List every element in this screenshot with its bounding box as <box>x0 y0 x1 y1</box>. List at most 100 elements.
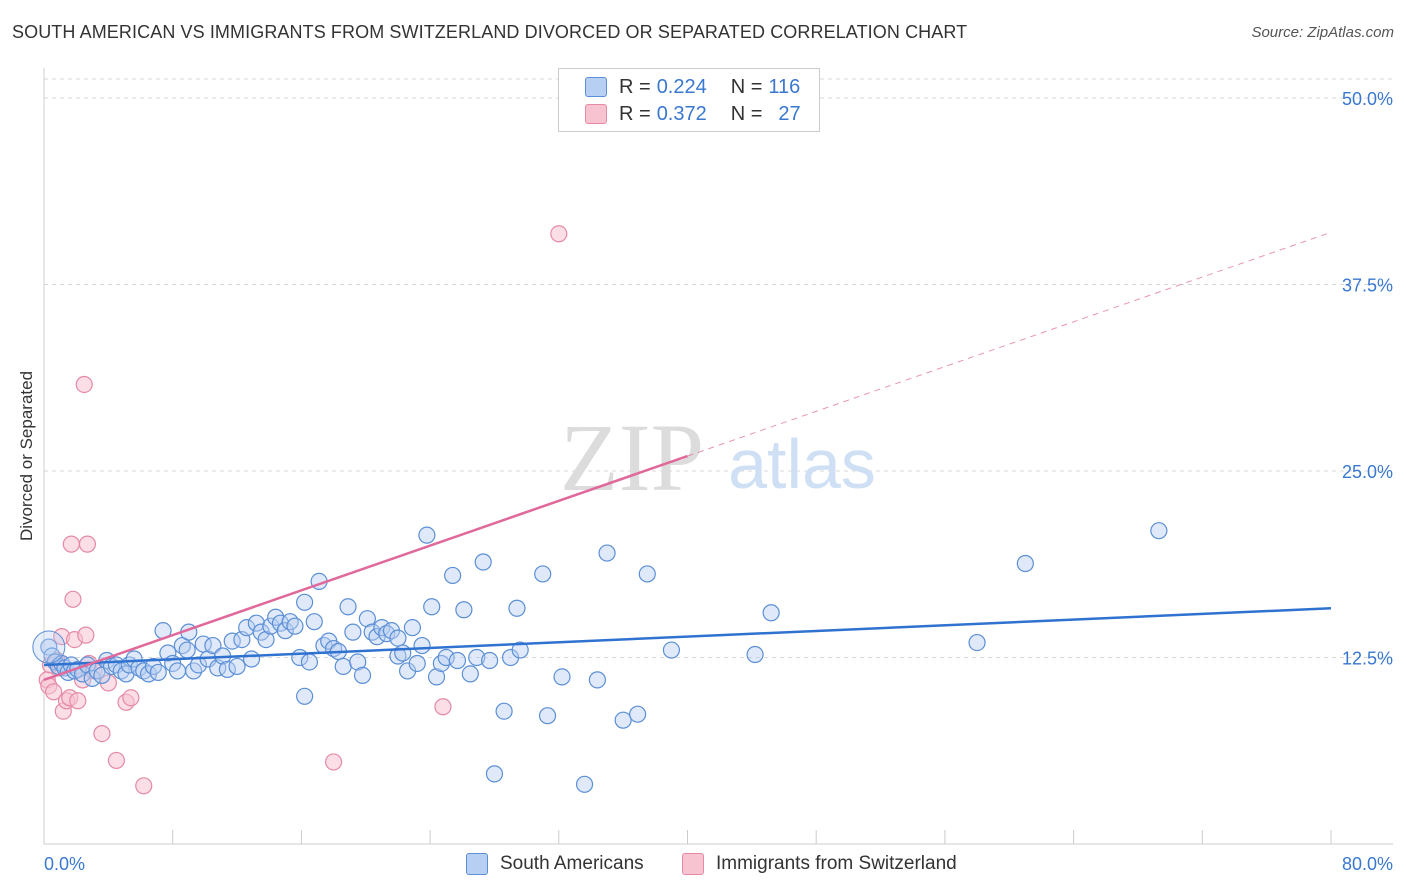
legend-swatch-blue <box>466 853 488 875</box>
data-point-south-american <box>389 647 407 665</box>
data-point-switzerland <box>324 753 343 771</box>
data-point-south-american <box>368 628 386 646</box>
data-point-south-american <box>353 666 372 685</box>
data-point-south-american <box>575 775 594 793</box>
data-point-south-american <box>125 650 143 668</box>
data-point-south-american <box>968 633 986 652</box>
series-switzerland-points <box>38 225 568 795</box>
legend-swatch-pink <box>682 853 704 875</box>
data-point-south-american <box>296 687 314 705</box>
gridlines <box>44 78 1393 658</box>
data-point-south-american <box>553 668 571 686</box>
trend-line-switzerland <box>43 454 688 682</box>
data-point-south-american <box>247 614 265 632</box>
legend-n-value: 27 <box>778 102 801 125</box>
data-point-south-american <box>511 641 529 659</box>
data-point-south-american <box>598 544 616 562</box>
data-point-switzerland <box>93 724 111 743</box>
data-point-south-american <box>534 565 552 583</box>
data-point-south-american <box>242 650 261 668</box>
data-point-switzerland <box>75 375 93 394</box>
data-point-switzerland <box>135 777 153 795</box>
data-point-south-american <box>418 526 436 544</box>
data-point-switzerland <box>64 590 82 608</box>
y-tick-label: 12.5% <box>1342 649 1393 669</box>
data-point-south-american <box>389 629 407 647</box>
legend-item-switzerland: Immigrants from Switzerland <box>682 852 957 876</box>
data-point-south-american <box>358 610 376 628</box>
x-tick-label: 0.0% <box>44 854 85 874</box>
data-point-south-american <box>32 630 66 664</box>
legend-r-value: 0.372 <box>656 102 707 125</box>
data-point-south-american <box>762 604 780 622</box>
data-point-south-american <box>149 663 167 682</box>
data-point-south-american <box>394 644 412 662</box>
data-point-south-american <box>339 598 357 616</box>
data-point-south-american <box>286 617 304 635</box>
data-point-switzerland <box>69 692 87 710</box>
data-point-switzerland <box>122 689 140 707</box>
legend-r-label: R = <box>619 102 651 125</box>
data-point-south-american <box>629 705 647 723</box>
chart-title: SOUTH AMERICAN VS IMMIGRANTS FROM SWITZE… <box>12 22 968 42</box>
data-point-switzerland <box>78 535 97 553</box>
data-point-south-american <box>413 636 431 655</box>
data-point-south-american <box>481 651 499 670</box>
data-point-south-american <box>159 644 177 662</box>
data-point-south-american <box>508 599 526 617</box>
legend-item-south-americans: South Americans <box>466 852 644 876</box>
data-point-south-american <box>485 765 504 783</box>
data-point-south-american <box>468 648 486 667</box>
data-point-south-american <box>257 630 275 649</box>
data-point-south-american <box>423 598 441 616</box>
data-point-south-american <box>1150 522 1168 540</box>
data-point-south-american <box>296 593 314 611</box>
data-point-south-american <box>474 553 492 571</box>
data-point-south-american <box>344 623 362 641</box>
data-point-switzerland <box>107 751 125 770</box>
trend-line-switzerland-extrapolated <box>687 231 1332 457</box>
data-point-south-american <box>305 613 323 631</box>
data-point-south-american <box>495 702 513 720</box>
data-point-switzerland <box>45 683 63 701</box>
source-credit: Source: ZipAtlas.com <box>1251 24 1394 41</box>
trend-line-south-americans <box>43 607 1332 667</box>
legend-r-value: 0.224 <box>656 75 707 98</box>
data-point-south-american <box>614 711 632 729</box>
watermark-atlas: atlas <box>728 425 876 503</box>
data-point-south-american <box>662 641 681 659</box>
data-point-south-american <box>588 671 607 689</box>
data-point-south-american <box>538 707 557 725</box>
data-point-south-american <box>178 641 196 659</box>
data-point-south-american <box>349 653 367 671</box>
data-point-south-american <box>444 566 462 585</box>
data-point-switzerland <box>77 626 95 644</box>
data-point-south-american <box>638 565 656 583</box>
y-tick-label: 50.0% <box>1342 89 1393 109</box>
data-point-south-american <box>455 601 473 619</box>
legend-r-label: R = <box>619 75 651 98</box>
legend-swatch-blue <box>585 77 607 97</box>
y-axis-label: Divorced or Separated <box>17 371 36 541</box>
stats-legend: R = 0.224 N = 116 R = 0.372 N = 27 <box>558 68 820 132</box>
tick-labels: 12.5% 25.0% 37.5% 50.0% 0.0% 80.0% <box>44 89 1393 874</box>
x-tick-label: 80.0% <box>1342 854 1393 874</box>
data-point-south-american <box>300 653 319 671</box>
data-point-south-american <box>427 668 446 686</box>
y-tick-label: 37.5% <box>1342 276 1393 296</box>
trend-lines <box>43 231 1332 682</box>
legend-swatch-pink <box>585 104 607 124</box>
data-point-south-american <box>276 622 294 640</box>
data-point-south-american <box>1016 554 1034 573</box>
data-point-switzerland <box>434 698 452 716</box>
legend-n-label: N = <box>730 75 763 98</box>
data-point-south-american <box>40 638 58 656</box>
axes <box>43 68 1393 845</box>
data-point-south-american <box>408 654 426 673</box>
data-point-south-american <box>135 662 153 680</box>
legend-n-value: 116 <box>768 75 801 98</box>
data-point-south-american <box>448 651 467 670</box>
data-point-south-american <box>168 662 187 680</box>
data-point-south-american <box>218 660 236 679</box>
